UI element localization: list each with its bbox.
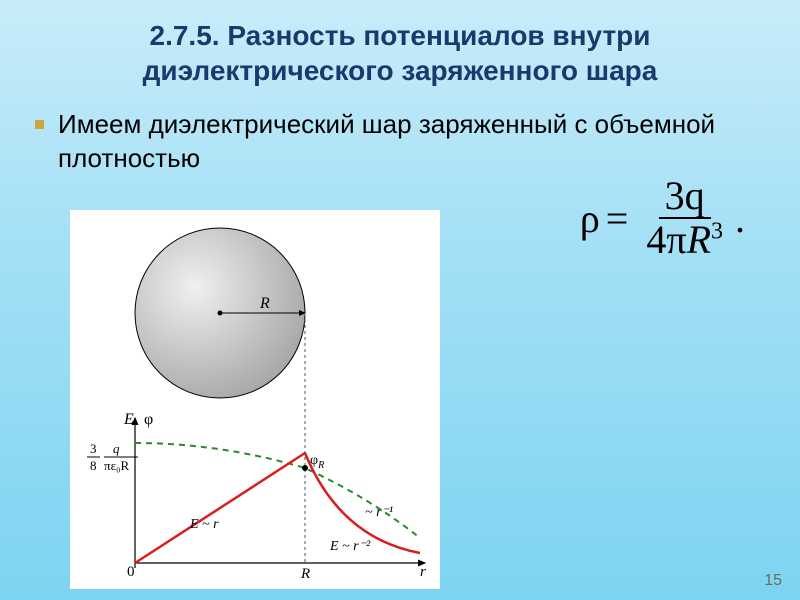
density-formula: ρ = 3q 4πR3 .: [580, 175, 745, 261]
formula-fraction: 3q 4πR3: [640, 175, 729, 261]
body-text: Имеем диэлектрический шар заряженный с о…: [58, 108, 760, 176]
E-line: [135, 453, 305, 563]
label-r-inv1: ~ r⁻¹: [365, 505, 393, 520]
formula-eq: =: [606, 195, 629, 242]
yfrac-d1: 8: [90, 458, 97, 473]
yfrac-n2: q: [113, 441, 120, 456]
phiR-dot: [302, 465, 308, 471]
y-axis-fraction: 3 8 q πε₀R: [87, 441, 132, 473]
formula-num: 3q: [659, 175, 711, 219]
den-b: R: [687, 217, 711, 262]
phiR-sub: R: [317, 460, 324, 471]
slide-title: 2.7.5. Разность потенциалов внутри диэле…: [0, 0, 800, 98]
page-number: 15: [764, 572, 782, 590]
formula-trail: .: [735, 195, 745, 242]
formula-den: 4πR3: [640, 219, 729, 261]
phi-curve: [135, 443, 420, 538]
num-text: 3q: [665, 173, 705, 218]
axis-r-label: r: [420, 564, 426, 578]
figure-svg: R E φ 0 R r 3 8 q πε₀R φR: [80, 218, 430, 578]
axis-R-label: R: [300, 566, 310, 578]
formula-lhs: ρ: [580, 195, 600, 242]
den-a: 4π: [646, 217, 686, 262]
figure-panel: R E φ 0 R r 3 8 q πε₀R φR: [70, 210, 440, 589]
axis-phi-label: φ: [144, 411, 153, 428]
yfrac-n1: 3: [90, 441, 97, 456]
bullet-icon: [35, 120, 44, 129]
label-E-r2: E ~ r⁻²: [329, 539, 371, 554]
axis-0-label: 0: [127, 564, 135, 578]
label-E-r: E ~ r: [189, 517, 219, 532]
den-exp: 3: [711, 219, 723, 245]
phiR-sym: φ: [310, 453, 318, 468]
body-block: Имеем диэлектрический шар заряженный с о…: [0, 98, 800, 176]
yfrac-d2: πε₀R: [104, 458, 130, 473]
axis-E-label: E: [123, 411, 134, 428]
radius-label: R: [259, 295, 270, 312]
